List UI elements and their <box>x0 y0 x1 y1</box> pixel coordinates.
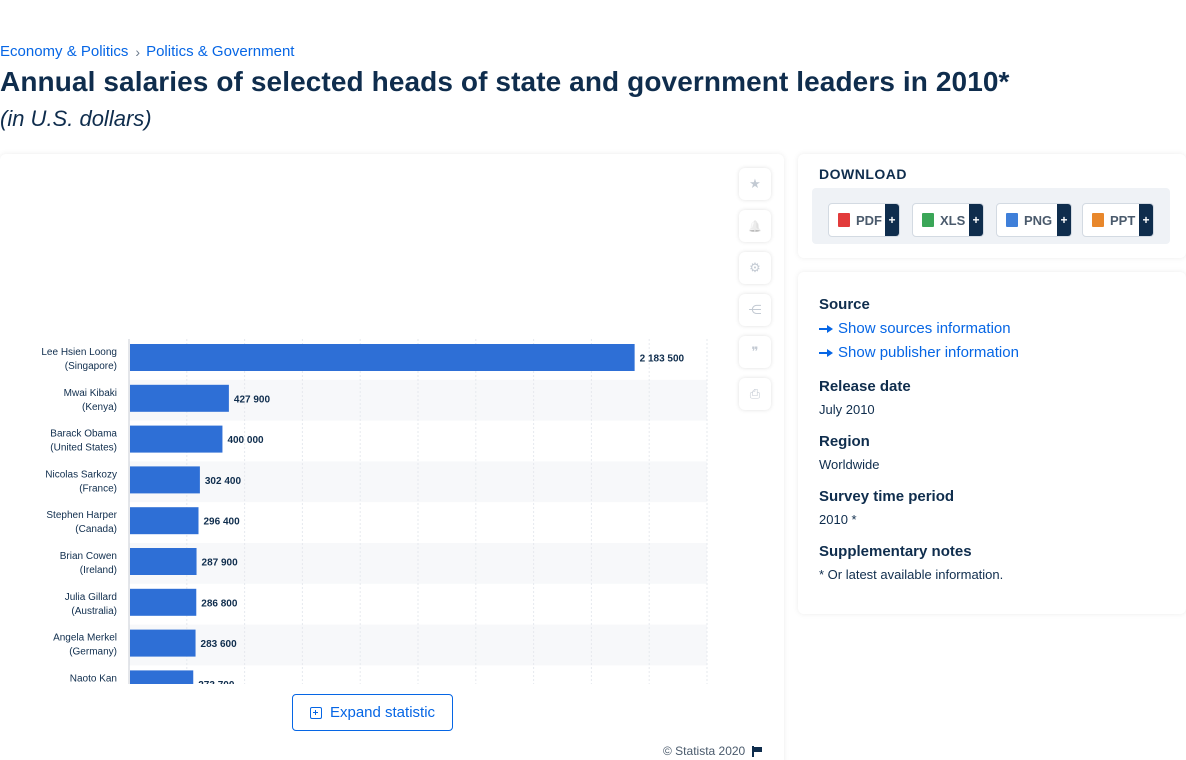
gear-icon: ⚙ <box>749 260 761 275</box>
print-button[interactable]: ⎙ <box>739 378 771 410</box>
ppt-file-icon <box>1092 213 1104 227</box>
category-label: Lee Hsien Loong <box>41 347 117 358</box>
chevron-right-icon: › <box>135 43 141 60</box>
expand-statistic-label: Expand statistic <box>329 704 436 721</box>
data-label: 427 900 <box>234 394 271 405</box>
bar <box>130 507 199 535</box>
category-label: Barack Obama <box>50 429 117 440</box>
category-label: Julia Gillard <box>65 592 117 603</box>
category-label: (Kenya) <box>82 402 117 413</box>
category-label: (France) <box>79 483 117 494</box>
share-button[interactable]: ⋲ <box>739 294 771 326</box>
plus-icon: + <box>1057 204 1071 236</box>
bar <box>130 384 229 412</box>
share-icon: ⋲ <box>748 302 762 317</box>
bell-icon: 🔔 <box>748 220 762 233</box>
download-xls-label: XLS <box>940 212 966 228</box>
region-label: Region <box>819 433 870 450</box>
release-date-label: Release date <box>819 378 911 395</box>
data-label: 283 600 <box>201 639 238 650</box>
category-label: Mwai Kibaki <box>64 388 117 399</box>
category-label: (Australia) <box>71 606 117 617</box>
category-label: (United States) <box>50 443 117 454</box>
png-file-icon <box>1006 213 1018 227</box>
breadcrumb: Economy & Politics › Politics & Governme… <box>0 43 294 60</box>
survey-period-label: Survey time period <box>819 488 955 505</box>
breadcrumb-link-economy[interactable]: Economy & Politics <box>0 43 129 60</box>
download-pdf-label: PDF <box>856 212 882 228</box>
show-publisher-text: Show publisher information <box>838 344 1019 361</box>
pdf-file-icon <box>838 213 850 227</box>
show-sources-link[interactable]: Show sources information <box>819 320 1011 337</box>
print-icon: ⎙ <box>749 386 761 401</box>
bar <box>130 466 200 494</box>
quote-icon: ❞ <box>751 344 759 359</box>
bar <box>130 548 197 575</box>
breadcrumb-link-politics[interactable]: Politics & Government <box>146 43 295 60</box>
data-label: 296 400 <box>204 517 241 528</box>
survey-period-value: 2010 * <box>819 512 857 527</box>
category-label: Brian Cowen <box>60 551 117 562</box>
star-icon: ★ <box>749 176 761 191</box>
expand-icon <box>309 706 322 719</box>
supplementary-notes-value: * Or latest available information. <box>819 567 1004 582</box>
download-xls-button[interactable]: XLS + <box>912 203 984 237</box>
bar <box>130 344 635 371</box>
plus-icon: + <box>885 204 899 236</box>
settings-button[interactable]: ⚙ <box>739 252 771 284</box>
data-label: 273 700 <box>198 680 235 684</box>
bar <box>130 670 194 684</box>
copyright: © Statista 2020 <box>663 744 762 758</box>
xls-file-icon <box>922 213 934 227</box>
download-title: DOWNLOAD <box>819 166 907 182</box>
region-value: Worldwide <box>819 457 880 472</box>
bar <box>130 425 223 453</box>
download-png-label: PNG <box>1024 212 1053 228</box>
category-label: Stephen Harper <box>46 510 117 521</box>
download-png-button[interactable]: PNG + <box>996 203 1072 237</box>
category-label: Nicolas Sarkozy <box>45 469 117 480</box>
info-card: Source Show sources information Show pub… <box>798 272 1186 614</box>
data-label: 302 400 <box>205 476 242 487</box>
category-label: (Ireland) <box>80 565 117 576</box>
bar-chart: 2 183 500 Lee Hsien Loong (Singapore) 427 9… <box>41 339 708 684</box>
category-label: (Canada) <box>75 524 117 535</box>
category-label: (Germany) <box>69 647 117 658</box>
show-publisher-link[interactable]: Show publisher information <box>819 344 1019 361</box>
copyright-text: © Statista 2020 <box>663 744 746 758</box>
plus-icon: + <box>969 204 983 236</box>
flag-icon[interactable] <box>751 745 762 757</box>
cite-button[interactable]: ❞ <box>739 336 771 368</box>
chart-toolbar: ★ 🔔 ⚙ ⋲ ❞ ⎙ <box>739 168 771 410</box>
favorite-button[interactable]: ★ <box>739 168 771 200</box>
notification-button[interactable]: 🔔 <box>739 210 771 242</box>
download-ppt-label: PPT <box>1110 212 1136 228</box>
bar <box>130 629 196 657</box>
page-subtitle: (in U.S. dollars) <box>0 106 152 131</box>
category-label: Naoto Kan <box>70 673 117 684</box>
data-label: 287 900 <box>202 558 239 569</box>
arrow-right-icon <box>819 348 833 358</box>
release-date-value: July 2010 <box>819 402 875 417</box>
data-label: 2 183 500 <box>640 354 685 365</box>
plus-icon: + <box>1139 204 1153 236</box>
category-label: Angela Merkel <box>53 633 117 644</box>
page-title: Annual salaries of selected heads of sta… <box>0 66 1010 97</box>
supplementary-notes-label: Supplementary notes <box>819 543 972 560</box>
download-pdf-button[interactable]: PDF + <box>828 203 900 237</box>
download-card: DOWNLOAD PDF + XLS + PNG + PPT + <box>798 154 1186 258</box>
download-ppt-button[interactable]: PPT + <box>1082 203 1154 237</box>
data-label: 286 800 <box>201 598 238 609</box>
data-label: 400 000 <box>227 435 264 446</box>
category-label: (Singapore) <box>65 361 117 372</box>
show-sources-text: Show sources information <box>838 320 1011 337</box>
expand-statistic-button[interactable]: Expand statistic <box>292 694 453 731</box>
source-label: Source <box>819 296 870 313</box>
bar <box>130 588 197 616</box>
arrow-right-icon <box>819 324 833 334</box>
chart-card: 2 183 500 Lee Hsien Loong (Singapore) 427 9… <box>0 154 784 760</box>
download-button-row: PDF + XLS + PNG + PPT + <box>812 188 1170 244</box>
